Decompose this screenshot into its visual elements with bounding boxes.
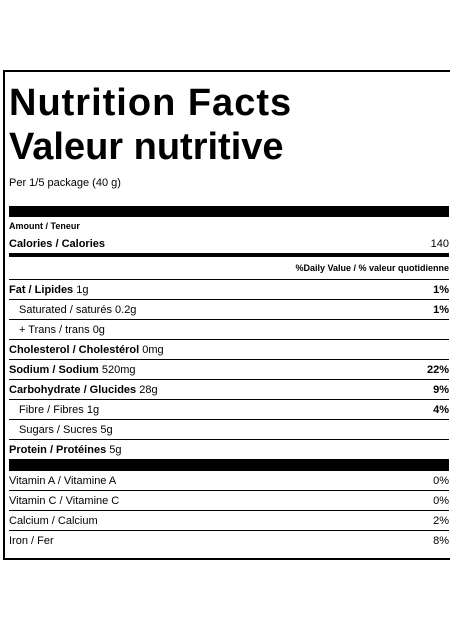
- nutrient-row: Fat / Lipides 1g 1%: [9, 280, 449, 300]
- nutrient-dv: 9%: [433, 383, 449, 396]
- dv-header: %Daily Value / % valeur quotidienne: [9, 257, 449, 280]
- nutrient-name: Saturated / saturés: [19, 303, 112, 316]
- nutrient-amount: 1g: [86, 403, 100, 416]
- nutrient-cell: Saturated / saturés 0.2g: [9, 304, 136, 316]
- vitamin-row: Vitamin C / Vitamine C 0%: [9, 491, 449, 511]
- nutrient-amount: 0.2g: [115, 303, 137, 316]
- nutrient-name: Fibre / Fibres: [19, 403, 84, 416]
- calories-value: 140: [430, 238, 449, 250]
- nutrient-name: Cholesterol / Cholestérol: [9, 343, 140, 356]
- nutrient-amount: 5g: [100, 423, 113, 436]
- vitamin-dv: 2%: [433, 514, 449, 527]
- vitamin-name: Calcium / Calcium: [9, 514, 98, 527]
- nutrient-row: Fibre / Fibres 1g 4%: [9, 400, 449, 420]
- nutrient-row: Protein / Protéines 5g: [9, 440, 449, 460]
- nutrient-cell: Sugars / Sucres 5g: [9, 424, 113, 436]
- nutrient-name: + Trans / trans: [19, 323, 90, 336]
- nutrient-dv: 22%: [426, 363, 449, 376]
- vitamin-name: Iron / Fer: [9, 534, 54, 547]
- nutrient-amount: 28g: [139, 383, 158, 396]
- nutrient-cell: Cholesterol / Cholestérol 0mg: [9, 344, 164, 356]
- nutrient-name: Sodium / Sodium: [9, 363, 99, 376]
- title-fr: Valeur nutritive: [9, 126, 284, 168]
- nutrient-name: Protein / Protéines: [9, 443, 107, 456]
- nutrient-dv: 1%: [433, 283, 449, 296]
- title: Nutrition Facts: [9, 82, 293, 124]
- nutrient-cell: Sodium / Sodium 520mg: [9, 364, 136, 376]
- nutrient-row: Saturated / saturés 0.2g 1%: [9, 300, 449, 320]
- vitamin-dv: 0%: [433, 494, 449, 507]
- nutrient-row: + Trans / trans 0g: [9, 320, 449, 340]
- nutrient-amount: 0mg: [142, 343, 164, 356]
- rule: [9, 460, 449, 471]
- calories-label: Calories / Calories: [9, 238, 105, 250]
- nutrient-cell: Protein / Protéines 5g: [9, 444, 122, 456]
- nutrient-name: Fat / Lipides: [9, 283, 74, 296]
- vitamin-name: Vitamin A / Vitamine A: [9, 474, 117, 487]
- nutrient-row: Cholesterol / Cholestérol 0mg: [9, 340, 449, 360]
- vitamin-dv: 0%: [433, 474, 449, 487]
- nutrient-amount: 0g: [92, 323, 105, 336]
- amount-label: Amount / Teneur: [9, 221, 80, 231]
- nutrient-row: Sugars / Sucres 5g: [9, 420, 449, 440]
- nutrient-cell: Fat / Lipides 1g: [9, 284, 89, 296]
- nutrient-amount: 520mg: [101, 363, 136, 376]
- nutrient-row: Sodium / Sodium 520mg 22%: [9, 360, 449, 380]
- dv-label: %Daily Value / % valeur quotidienne: [295, 263, 449, 273]
- vitamin-dv: 8%: [433, 534, 449, 547]
- nutrient-name: Sugars / Sucres: [19, 423, 98, 436]
- nutrient-amount: 1g: [76, 283, 89, 296]
- nutrient-cell: Carbohydrate / Glucides 28g: [9, 384, 158, 396]
- nutrition-label: Nutrition Facts Valeur nutritive Per 1/5…: [3, 70, 450, 560]
- calories-row: Calories / Calories 140: [9, 235, 449, 257]
- rule: [9, 206, 449, 217]
- vitamin-name: Vitamin C / Vitamine C: [9, 494, 120, 507]
- nutrient-cell: + Trans / trans 0g: [9, 324, 105, 336]
- nutrient-name: Carbohydrate / Glucides: [9, 383, 137, 396]
- vitamin-row: Iron / Fer 8%: [9, 531, 449, 550]
- nutrient-dv: 1%: [433, 303, 449, 316]
- nutrient-cell: Fibre / Fibres 1g: [9, 404, 99, 416]
- nutrient-dv: 4%: [433, 403, 449, 416]
- vitamin-row: Vitamin A / Vitamine A 0%: [9, 471, 449, 491]
- nutrient-row: Carbohydrate / Glucides 28g 9%: [9, 380, 449, 400]
- vitamin-row: Calcium / Calcium 2%: [9, 511, 449, 531]
- serving: Per 1/5 package (40 g): [9, 177, 121, 189]
- nutrient-amount: 5g: [109, 443, 122, 456]
